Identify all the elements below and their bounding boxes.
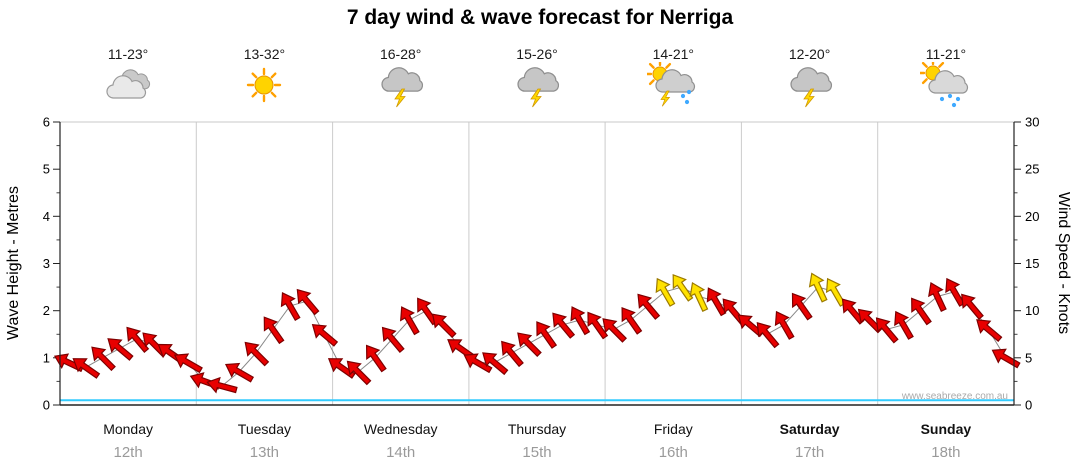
storm-icon [375, 62, 427, 110]
day-name-label: Tuesday [237, 421, 291, 437]
wind-arrow [173, 353, 203, 374]
wind-arrow [296, 288, 320, 316]
wind-arrow [976, 319, 1003, 342]
left-tick-label: 4 [43, 209, 50, 224]
wind-arrow [552, 312, 576, 339]
sun-storm-rain-icon [647, 62, 699, 110]
wind-arrow [482, 352, 509, 376]
right-tick-label: 30 [1025, 115, 1039, 130]
left-tick-label: 6 [43, 115, 50, 130]
day-name-label: Sunday [920, 421, 972, 437]
day-name-label: Thursday [507, 421, 567, 437]
right-tick-label: 10 [1025, 303, 1039, 318]
right-tick-label: 0 [1025, 398, 1032, 413]
day-temp-range: 11-23° [107, 46, 149, 62]
wind-arrow [263, 316, 285, 345]
wind-arrow [463, 353, 493, 374]
wind-arrow [91, 346, 116, 372]
left-axis-label: Wave Height - Metres [5, 185, 22, 341]
wind-arrow [991, 348, 1021, 369]
page-title: 7 day wind & wave forecast for Nerriga [346, 6, 734, 29]
storm-icon [511, 62, 563, 110]
day-temp-range: 15-26° [516, 46, 558, 62]
wind-arrow [689, 281, 709, 312]
wind-arrow [431, 313, 457, 339]
sun-rain-icon [919, 62, 972, 110]
wind-arrow [791, 292, 813, 321]
day-name-label: Monday [103, 421, 153, 437]
wind-arrow [72, 358, 101, 379]
day-temp-range: 12-20° [788, 46, 831, 62]
left-tick-label: 1 [43, 350, 50, 365]
left-tick-label: 5 [43, 162, 50, 177]
left-tick-label: 0 [43, 398, 50, 413]
day-temp-range: 16-28° [379, 46, 422, 62]
sunny-icon [238, 62, 290, 110]
left-tick-label: 2 [43, 303, 50, 318]
right-tick-label: 20 [1025, 209, 1039, 224]
left-tick-label: 3 [43, 256, 50, 271]
day-temp-range: 14-21° [652, 46, 694, 62]
day-date-label: 13th [249, 444, 279, 461]
wind-arrow [126, 326, 150, 354]
wind-arrow [536, 321, 558, 349]
wind-arrow [244, 341, 270, 367]
day-temp-range: 11-21° [925, 46, 967, 62]
wind-arrow [894, 310, 914, 340]
wind-arrow [381, 326, 405, 354]
wind-arrow [346, 360, 372, 386]
wind-arrow [400, 306, 420, 336]
wind-arrow [587, 311, 609, 340]
day-date-label: 12th [113, 444, 143, 461]
wind-arrow [365, 344, 387, 373]
wind-arrow [911, 297, 932, 326]
wind-arrow [280, 291, 301, 322]
wind-arrow [756, 321, 780, 349]
wind-trend-line [68, 286, 1006, 387]
wind-arrow [501, 340, 524, 368]
wind-arrow [637, 293, 661, 320]
right-tick-label: 15 [1025, 256, 1039, 271]
wind-arrow [107, 338, 134, 361]
cloudy-icon [102, 62, 154, 110]
day-date-label: 15th [522, 444, 552, 461]
wind-arrow [206, 376, 238, 394]
day-date-label: 18th [931, 444, 961, 461]
right-tick-label: 5 [1025, 350, 1032, 365]
wind-arrow [621, 306, 643, 335]
wind-arrow [602, 318, 627, 343]
wind-arrow [311, 323, 339, 347]
right-axis-label: Wind Speed - Knots [1055, 191, 1072, 335]
wind-arrow [774, 310, 795, 340]
day-date-label: 14th [386, 444, 416, 461]
wind-arrow [570, 306, 591, 336]
day-date-label: 16th [658, 444, 688, 461]
wind-arrow [224, 362, 255, 383]
day-name-label: Friday [653, 421, 693, 437]
wind-arrow [517, 332, 542, 357]
wind-arrow [961, 293, 984, 320]
day-name-label: Wednesday [363, 421, 438, 437]
right-tick-label: 25 [1025, 162, 1039, 177]
watermark: www.seabreeze.com.au [901, 391, 1008, 402]
wind-arrow [928, 281, 947, 312]
wind-arrow [808, 272, 828, 303]
storm-icon [784, 62, 836, 110]
wind-arrow [655, 277, 676, 307]
day-date-label: 17th [794, 444, 825, 461]
day-name-label: Saturday [779, 421, 840, 437]
day-temp-range: 13-32° [243, 46, 286, 62]
wind-arrow [875, 317, 899, 344]
